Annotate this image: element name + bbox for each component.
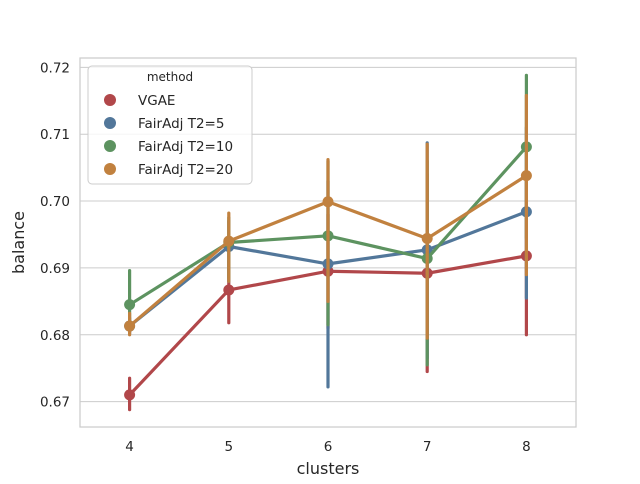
data-point xyxy=(520,170,532,182)
data-point xyxy=(124,320,136,332)
y-tick-label: 0.71 xyxy=(40,127,70,143)
x-tick-label: 8 xyxy=(522,439,531,455)
legend-marker xyxy=(104,117,116,129)
y-tick-label: 0.72 xyxy=(40,60,70,76)
x-tick-label: 5 xyxy=(225,439,234,455)
data-point xyxy=(124,299,136,311)
data-point xyxy=(322,196,334,208)
y-tick-label: 0.70 xyxy=(40,194,70,210)
legend-label: FairAdj T2=10 xyxy=(138,139,233,155)
legend: method VGAE FairAdj T2=5 FairAdj T2=10 Fair… xyxy=(87,65,253,185)
legend-marker xyxy=(104,163,116,175)
legend-items: VGAE FairAdj T2=5 FairAdj T2=10 FairAdj T2=… xyxy=(104,93,233,178)
series-group xyxy=(124,73,532,412)
y-axis-label: balance xyxy=(9,211,28,274)
legend-marker xyxy=(104,140,116,152)
data-point xyxy=(223,284,235,296)
legend-box xyxy=(87,65,253,185)
x-axis-label: clusters xyxy=(297,459,360,478)
data-point xyxy=(124,389,136,401)
y-tick-label: 0.68 xyxy=(40,328,70,344)
y-tick-label: 0.67 xyxy=(40,395,70,411)
legend-label: VGAE xyxy=(138,93,175,109)
data-point xyxy=(421,232,433,244)
legend-title: method xyxy=(147,70,193,84)
tick-labels: 0.67 0.68 0.69 0.70 0.71 0.72 4 5 6 7 8 xyxy=(40,60,531,455)
legend-marker xyxy=(104,94,116,106)
legend-label: FairAdj T2=5 xyxy=(138,116,224,132)
data-point xyxy=(223,235,235,247)
x-tick-label: 4 xyxy=(125,439,134,455)
legend-label: FairAdj T2=20 xyxy=(138,162,233,178)
series-4 xyxy=(124,93,532,340)
plot-frame xyxy=(79,57,577,428)
y-tick-label: 0.69 xyxy=(40,261,70,277)
x-tick-label: 7 xyxy=(423,439,432,455)
x-tick-label: 6 xyxy=(324,439,333,455)
